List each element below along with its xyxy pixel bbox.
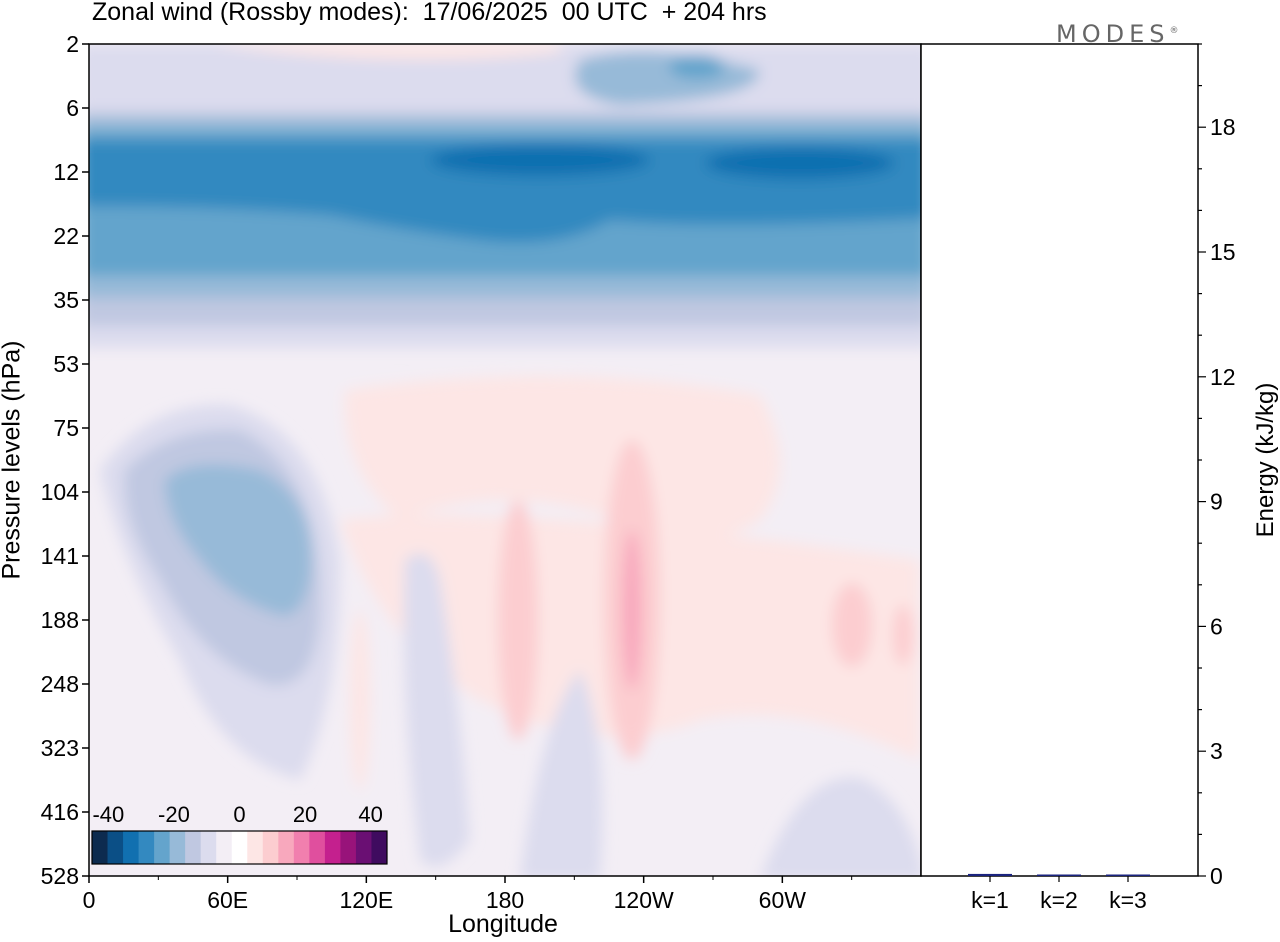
y-tick-label: 35	[53, 287, 79, 313]
positive-region-upper	[344, 376, 780, 540]
colorbar-tick-label: 40	[358, 802, 382, 827]
y-tick-label: 104	[41, 479, 80, 505]
y-tick-label: 6	[66, 95, 79, 121]
energy-axis: 0 3 6 9 12 15 18	[1198, 43, 1236, 889]
colorbar-swatch	[123, 831, 140, 864]
streak-150e	[404, 553, 470, 867]
colorbar-swatch	[278, 831, 295, 864]
colorbar-swatch	[262, 831, 279, 864]
energy-bars: k=1 k=2 k=3	[968, 873, 1150, 913]
colorbar-swatch	[355, 831, 372, 864]
energy-tick-label: 3	[1210, 738, 1223, 764]
x-tick-label: 180	[486, 887, 524, 913]
bar-category-label: k=2	[1040, 887, 1078, 913]
y-tick-label: 323	[41, 735, 79, 761]
band-upper-weak	[89, 44, 921, 124]
colorbar-swatch	[200, 831, 217, 864]
colorbar-tick-label: 20	[293, 802, 317, 827]
colorbar: -40 -20 0 20 40	[91, 802, 388, 865]
bar-category-label: k=1	[971, 887, 1009, 913]
lower-neg-east	[761, 777, 921, 876]
energy-bar	[1037, 874, 1081, 876]
energy-tick-label: 12	[1210, 364, 1236, 390]
y-tick-label: 141	[41, 543, 79, 569]
colorbar-tick-label: -40	[92, 802, 124, 827]
colorbar-swatch	[231, 831, 248, 864]
y-tick-label: 248	[41, 671, 79, 697]
y-tick-label: 53	[53, 351, 79, 377]
energy-bar	[968, 873, 1012, 876]
y-tick-label: 188	[41, 607, 79, 633]
streak-180-pos	[498, 500, 538, 740]
y-tick-label: 75	[53, 415, 79, 441]
colorbar-swatch	[309, 831, 326, 864]
y-tick-label: 12	[53, 159, 79, 185]
streak-60w-pos	[832, 583, 872, 667]
band-upper-core	[669, 55, 725, 79]
colorbar-swatch	[324, 831, 341, 864]
energy-tick-label: 0	[1210, 863, 1223, 889]
chart-title: Zonal wind (Rossby modes): 17/06/2025 00…	[92, 0, 767, 26]
colorbar-swatch	[154, 831, 171, 864]
energy-tick-label: 9	[1210, 489, 1223, 515]
colorbar-swatch	[247, 831, 264, 864]
colorbar-swatch	[138, 831, 155, 864]
jet-core-2	[705, 147, 895, 179]
streak-120w-core	[622, 530, 642, 690]
heatmap-field	[89, 44, 921, 876]
colorbar-swatch	[169, 831, 186, 864]
energy-tick-label: 18	[1210, 114, 1236, 140]
x-tick-label: 60W	[759, 887, 807, 913]
y-tick-label: 2	[66, 31, 79, 57]
jet-core-1	[430, 144, 650, 176]
colorbar-swatch	[340, 831, 357, 864]
energy-tick-label: 15	[1210, 239, 1236, 265]
logo-mark: ®	[1169, 26, 1179, 36]
logo-text: MODES	[1056, 20, 1170, 48]
modes-logo: MODES®	[1056, 20, 1178, 48]
colorbar-tick-label: 0	[233, 802, 245, 827]
x-tick-label: 120W	[614, 887, 674, 913]
colorbar-swatch	[216, 831, 233, 864]
colorbar-swatch	[107, 831, 124, 864]
energy-panel	[920, 43, 1199, 877]
x-tick-label: 60E	[207, 887, 248, 913]
colorbar-swatch	[293, 831, 310, 864]
x-tick-label: 0	[83, 887, 96, 913]
streak-120e-pos	[350, 610, 370, 790]
x-axis-label: Longitude	[448, 910, 558, 938]
energy-bar	[1106, 874, 1150, 876]
bar-category-label: k=3	[1109, 887, 1147, 913]
colorbar-swatch	[371, 831, 388, 864]
energy-axis-label: Energy (kJ/kg)	[1252, 382, 1279, 538]
x-axis: 0 60E 120E 180 120W 60W	[83, 876, 853, 913]
band-upper-positive	[210, 44, 560, 60]
colorbar-frame	[91, 830, 388, 865]
energy-tick-label: 6	[1210, 613, 1223, 639]
west-blob-core	[165, 464, 312, 616]
colorbar-tick-label: -20	[158, 802, 190, 827]
y-tick-label: 528	[41, 863, 79, 889]
y-axis: 2 6 12 22 35 53 75 104 141 188 248 323 416 528	[41, 31, 89, 889]
y-axis-label: Pressure levels (hPa)	[0, 340, 26, 580]
colorbar-swatch	[92, 831, 109, 864]
lower-neg-streak	[520, 670, 603, 876]
y-tick-label: 416	[41, 799, 79, 825]
colorbar-swatch	[185, 831, 202, 864]
y-tick-label: 22	[53, 223, 79, 249]
weak-negative-band	[89, 326, 921, 348]
streak-east-pos	[893, 605, 913, 665]
x-tick-label: 120E	[339, 887, 393, 913]
